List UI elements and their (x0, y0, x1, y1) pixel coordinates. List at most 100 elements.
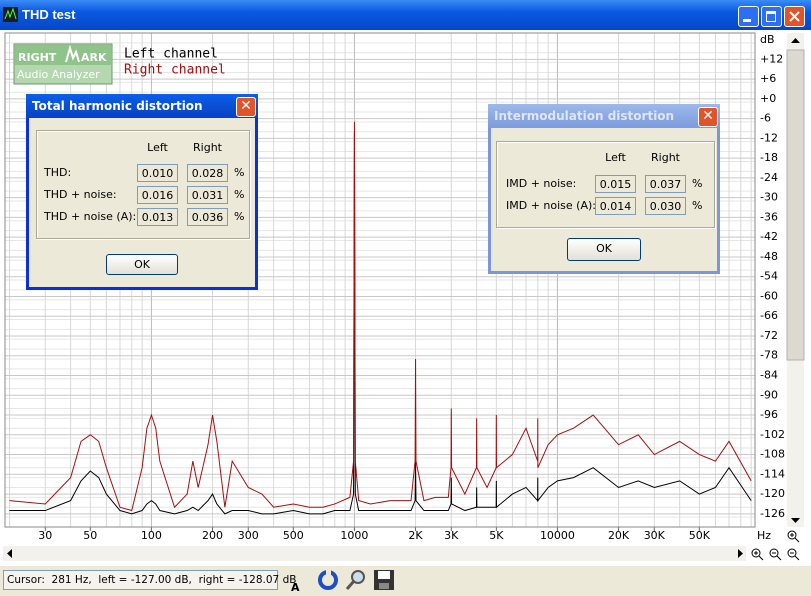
svg-text:A: A (291, 581, 300, 592)
x-tick-label: 50 (83, 529, 97, 542)
y-tick-label: -54 (760, 270, 778, 283)
spectrum-line (9, 131, 752, 515)
y-tick-label: -102 (760, 428, 785, 441)
maximize-button[interactable] (761, 6, 782, 27)
font-button[interactable]: A (288, 568, 312, 592)
y-tick-label: -30 (760, 191, 778, 204)
close-button[interactable] (784, 6, 805, 27)
imd-dialog: Intermodulation distortion ✕ OK Left Righ… (488, 104, 720, 274)
y-tick-label: -48 (760, 250, 778, 263)
x-tick-label: 50K (689, 529, 711, 542)
x-tick-label: 30K (644, 529, 666, 542)
legend-entry: Left channel (124, 47, 218, 62)
value-field: 0.030 (645, 197, 686, 215)
y-tick-label: -42 (760, 230, 778, 243)
y-tick-label: -24 (760, 171, 778, 184)
y-tick-label: -12 (760, 131, 778, 144)
dialog-title: Intermodulation distortion (488, 104, 720, 128)
y-tick-label: -90 (760, 388, 778, 401)
x-tick-label: 30 (38, 529, 52, 542)
value-field: 0.036 (187, 208, 228, 226)
value-field: 0.028 (187, 164, 228, 182)
y-tick-label: -84 (760, 369, 778, 382)
y-tick-label: -96 (760, 408, 778, 421)
y-tick-label: +0 (760, 92, 776, 105)
x-tick-label: 100 (141, 529, 162, 542)
y-tick-label: -36 (760, 210, 778, 223)
y-tick-label: +6 (760, 72, 776, 85)
cursor-status: Cursor: 281 Hz, left = -127.00 dB, right… (3, 570, 296, 590)
y-tick-label: -6 (760, 112, 771, 125)
y-tick-label: -114 (760, 467, 785, 480)
group-box (496, 141, 715, 228)
x-tick-label: 500 (283, 529, 304, 542)
ok-button[interactable]: OK (106, 254, 178, 275)
close-button[interactable]: ✕ (698, 107, 718, 127)
unit-label: % (234, 210, 245, 223)
unit-label: % (234, 188, 245, 201)
value-field: 0.010 (137, 164, 178, 182)
value-field: 0.031 (187, 186, 228, 204)
x-tick-label: 300 (238, 529, 259, 542)
title-bar: THD test (0, 0, 811, 30)
unit-label: % (692, 199, 703, 212)
y-tick-label: -66 (760, 309, 778, 322)
column-header: Right (651, 151, 680, 164)
logo: RIGHT ARK Audio Analyzer (13, 43, 113, 85)
x-tick-label: 10000 (540, 529, 575, 542)
ok-button[interactable]: OK (567, 238, 641, 261)
legend-entry: Right channel (124, 63, 226, 78)
row-label: IMD + noise: (506, 177, 577, 190)
column-header: Right (193, 141, 222, 154)
h-scrollbar[interactable] (3, 546, 746, 561)
x-tick-label: 2K (408, 529, 423, 542)
y-tick-label: -72 (760, 329, 778, 342)
logo-text: RIGHT (18, 51, 57, 64)
column-header: Left (605, 151, 626, 164)
zoom-buttons[interactable] (751, 530, 800, 561)
x-tick-label: 1000 (340, 529, 368, 542)
y-tick-label: -60 (760, 289, 778, 302)
save-button[interactable] (372, 568, 396, 592)
x-tick-label: 20K (608, 529, 630, 542)
group-box (36, 130, 250, 239)
x-axis-label: Hz (757, 529, 771, 542)
dialog-title: Total harmonic distortion (26, 94, 258, 118)
y-tick-label: -78 (760, 349, 778, 362)
column-header: Left (147, 141, 168, 154)
plot-lines (9, 121, 752, 515)
row-label: THD + noise (A): (44, 210, 137, 223)
refresh-button[interactable] (316, 568, 340, 592)
y-tick-label: +12 (760, 52, 783, 65)
y-axis-label: dB (760, 33, 775, 46)
zoom-tool-button[interactable] (344, 568, 368, 592)
y-tick-label: -108 (760, 448, 785, 461)
x-tick-label: 200 (202, 529, 223, 542)
plot-frame (4, 32, 756, 528)
value-field: 0.015 (595, 175, 636, 193)
x-tick-label: 3K (444, 529, 459, 542)
row-label: IMD + noise (A): (506, 199, 596, 212)
row-label: THD + noise: (44, 188, 117, 201)
close-button[interactable]: ✕ (236, 97, 256, 117)
v-scrollbar[interactable] (786, 33, 805, 527)
thd-dialog: Total harmonic distortion ✕ OK Left Right… (26, 94, 258, 290)
y-tick-label: -126 (760, 507, 785, 520)
unit-label: % (234, 166, 245, 179)
x-tick-label: 5K (489, 529, 504, 542)
value-field: 0.037 (645, 175, 686, 193)
unit-label: % (692, 177, 703, 190)
logo-subtext: Audio Analyzer (17, 68, 100, 81)
y-tick-label: -120 (760, 487, 785, 500)
row-label: THD: (44, 166, 72, 179)
y-tick-label: -18 (760, 151, 778, 164)
window-title: THD test (22, 7, 76, 22)
minimize-button[interactable] (738, 6, 759, 27)
logo-text: ARK (81, 51, 107, 64)
app-icon (3, 7, 18, 22)
value-field: 0.013 (137, 208, 178, 226)
value-field: 0.014 (595, 197, 636, 215)
spectrum-line (9, 121, 752, 512)
value-field: 0.016 (137, 186, 178, 204)
